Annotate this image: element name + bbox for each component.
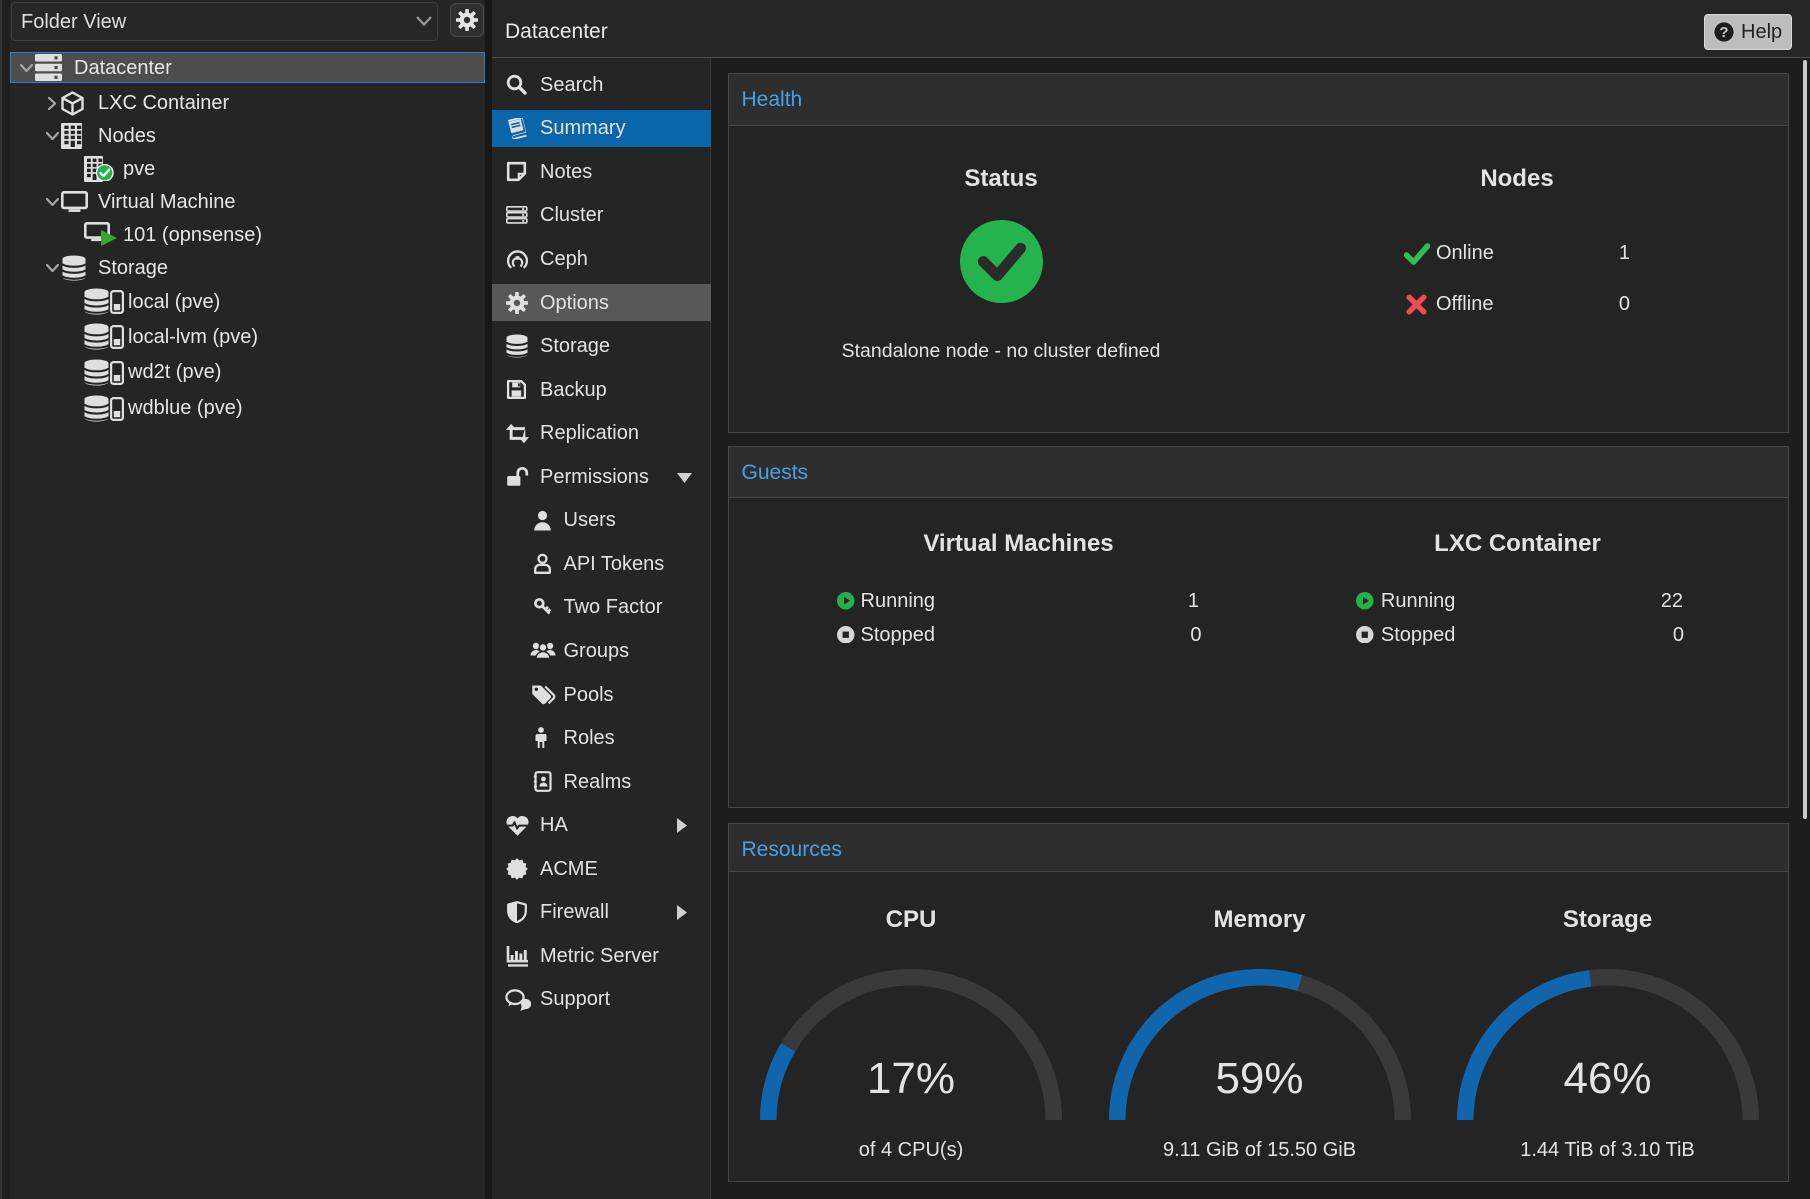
svg-text:?: ? bbox=[1719, 24, 1728, 41]
